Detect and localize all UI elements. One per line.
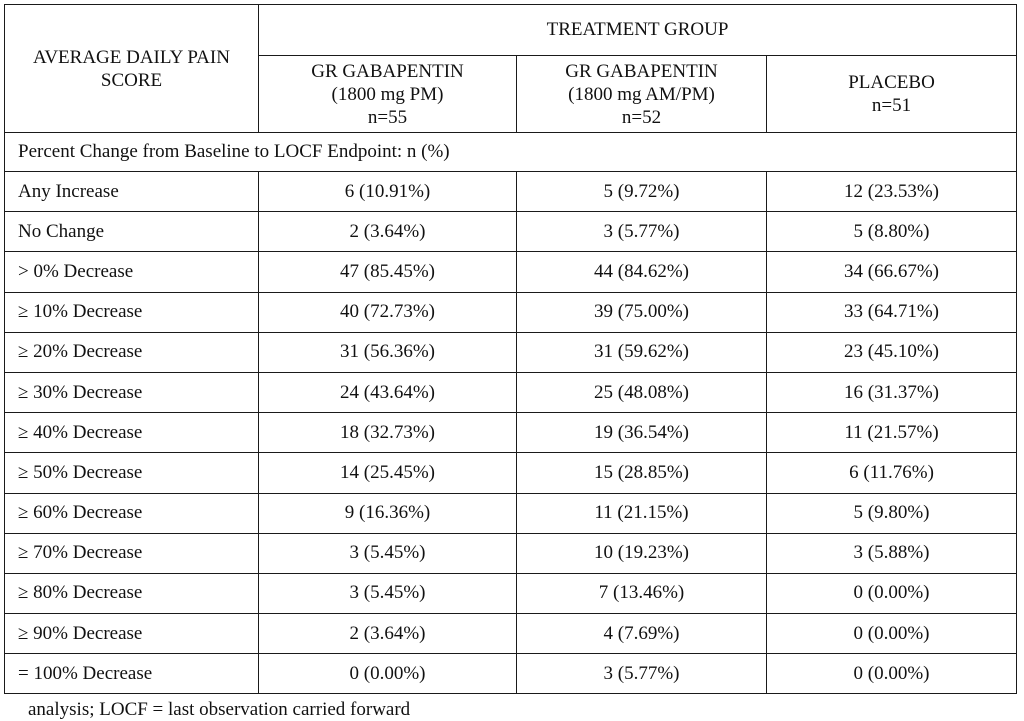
table-row: ≥ 20% Decrease 31 (56.36%) 31 (59.62%) 23 (… bbox=[4, 331, 1018, 373]
row-label: ≥ 10% Decrease bbox=[4, 291, 259, 333]
table-cell: 47 (85.45%) bbox=[258, 251, 517, 293]
table-cell: 14 (25.45%) bbox=[258, 452, 517, 494]
column-header-placebo: PLACEBO n=51 bbox=[765, 55, 1018, 133]
table-row: = 100% Decrease 0 (0.00%) 3 (5.77%) 0 (0.00… bbox=[4, 653, 1018, 695]
table-cell: 9 (16.36%) bbox=[258, 492, 517, 534]
table-cell: 0 (0.00%) bbox=[765, 613, 1018, 655]
table-cell: 3 (5.45%) bbox=[258, 532, 517, 574]
table-row: No Change 2 (3.64%) 3 (5.77%) 5 (8.80%) bbox=[4, 211, 1018, 253]
table-cell: 12 (23.53%) bbox=[765, 170, 1018, 213]
section-header-row: Percent Change from Baseline to LOCF End… bbox=[3, 132, 1018, 172]
row-header-cell: AVERAGE DAILY PAIN SCORE bbox=[4, 4, 259, 133]
table-cell: 0 (0.00%) bbox=[765, 572, 1018, 615]
column-header-gr-gabapentin-am-pm: GR GABAPENTIN (1800 mg AM/PM) n=52 bbox=[516, 55, 767, 133]
table-cell: 31 (59.62%) bbox=[516, 331, 767, 373]
table-cell: 33 (64.71%) bbox=[765, 291, 1018, 333]
row-label: ≥ 70% Decrease bbox=[4, 532, 259, 574]
row-label: ≥ 20% Decrease bbox=[4, 331, 259, 373]
table-cell: 5 (8.80%) bbox=[765, 211, 1018, 253]
table-cell: 6 (11.76%) bbox=[765, 452, 1018, 494]
table-row: ≥ 90% Decrease 2 (3.64%) 4 (7.69%) 0 (0.00%… bbox=[4, 613, 1018, 655]
row-header-label: AVERAGE DAILY PAIN SCORE bbox=[33, 46, 230, 91]
table-cell: 24 (43.64%) bbox=[258, 371, 517, 414]
table-cell: 39 (75.00%) bbox=[516, 291, 767, 333]
table-cell: 2 (3.64%) bbox=[258, 211, 517, 253]
table-cell: 3 (5.77%) bbox=[516, 211, 767, 253]
row-label: Any Increase bbox=[4, 170, 259, 213]
column-header-line: (1800 mg AM/PM) bbox=[568, 83, 715, 105]
table-row: ≥ 40% Decrease 18 (32.73%) 19 (36.54%) 11 (… bbox=[4, 412, 1018, 454]
treatment-group-header: TREATMENT GROUP bbox=[257, 4, 1018, 56]
column-header-gr-gabapentin-pm: GR GABAPENTIN (1800 mg PM) n=55 bbox=[258, 55, 517, 133]
table-cell: 31 (56.36%) bbox=[258, 331, 517, 373]
column-header-line: n=55 bbox=[367, 106, 408, 128]
table-cell: 40 (72.73%) bbox=[258, 291, 517, 333]
table-cell: 6 (10.91%) bbox=[258, 170, 517, 213]
table-cell: 10 (19.23%) bbox=[516, 532, 767, 574]
row-label: No Change bbox=[4, 211, 259, 253]
row-label: ≥ 50% Decrease bbox=[4, 452, 259, 494]
table-cell: 16 (31.37%) bbox=[765, 371, 1018, 414]
table-cell: 3 (5.45%) bbox=[258, 572, 517, 615]
table-row: > 0% Decrease 47 (85.45%) 44 (84.62%) 34 (6… bbox=[4, 251, 1018, 293]
table-cell: 3 (5.77%) bbox=[516, 653, 767, 695]
pain-score-table: AVERAGE DAILY PAIN SCORE TREATMENT GROUP… bbox=[3, 4, 1018, 695]
row-label: ≥ 40% Decrease bbox=[4, 412, 259, 454]
table-row: ≥ 60% Decrease 9 (16.36%) 11 (21.15%) 5 (9.… bbox=[4, 492, 1018, 534]
treatment-group-label: TREATMENT GROUP bbox=[546, 19, 729, 40]
column-header-line: n=51 bbox=[871, 95, 912, 116]
row-label: ≥ 60% Decrease bbox=[4, 492, 259, 534]
table-cell: 23 (45.10%) bbox=[765, 331, 1018, 373]
row-label: ≥ 80% Decrease bbox=[4, 572, 259, 615]
table-cell: 15 (28.85%) bbox=[516, 452, 767, 494]
row-label: > 0% Decrease bbox=[4, 251, 259, 293]
table-row: ≥ 30% Decrease 24 (43.64%) 25 (48.08%) 16 (… bbox=[4, 371, 1018, 414]
table-row: ≥ 10% Decrease 40 (72.73%) 39 (75.00%) 33 (… bbox=[4, 291, 1018, 333]
section-label: Percent Change from Baseline to LOCF End… bbox=[18, 141, 450, 162]
table-cell: 7 (13.46%) bbox=[516, 572, 767, 615]
table-cell: 3 (5.88%) bbox=[765, 532, 1018, 574]
column-header-line: (1800 mg PM) bbox=[331, 83, 444, 105]
table-row: ≥ 80% Decrease 3 (5.45%) 7 (13.46%) 0 (0.00… bbox=[4, 572, 1018, 615]
column-header-line: GR GABAPENTIN bbox=[565, 60, 718, 82]
table-row: ≥ 50% Decrease 14 (25.45%) 15 (28.85%) 6 (1… bbox=[4, 452, 1018, 494]
column-header-line: PLACEBO bbox=[848, 72, 935, 93]
table-cell: 0 (0.00%) bbox=[258, 653, 517, 695]
table-cell: 34 (66.67%) bbox=[765, 251, 1018, 293]
table-cell: 5 (9.72%) bbox=[516, 170, 767, 213]
table-cell: 19 (36.54%) bbox=[516, 412, 767, 454]
table-cell: 25 (48.08%) bbox=[516, 371, 767, 414]
row-label: ≥ 30% Decrease bbox=[4, 371, 259, 414]
footnote: analysis; LOCF = last observation carrie… bbox=[28, 699, 411, 720]
row-label: ≥ 90% Decrease bbox=[4, 613, 259, 655]
table-cell: 18 (32.73%) bbox=[258, 412, 517, 454]
table-row: Any Increase 6 (10.91%) 5 (9.72%) 12 (23.53… bbox=[4, 170, 1018, 213]
row-label: = 100% Decrease bbox=[4, 653, 259, 695]
column-header-line: n=52 bbox=[621, 106, 662, 128]
table-cell: 0 (0.00%) bbox=[765, 653, 1018, 695]
table-cell: 4 (7.69%) bbox=[516, 613, 767, 655]
table-cell: 11 (21.15%) bbox=[516, 492, 767, 534]
table-cell: 11 (21.57%) bbox=[765, 412, 1018, 454]
table-row: ≥ 70% Decrease 3 (5.45%) 10 (19.23%) 3 (5.8… bbox=[4, 532, 1018, 574]
table-cell: 44 (84.62%) bbox=[516, 251, 767, 293]
table-cell: 5 (9.80%) bbox=[765, 492, 1018, 534]
table-cell: 2 (3.64%) bbox=[258, 613, 517, 655]
column-header-line: GR GABAPENTIN bbox=[311, 60, 464, 82]
